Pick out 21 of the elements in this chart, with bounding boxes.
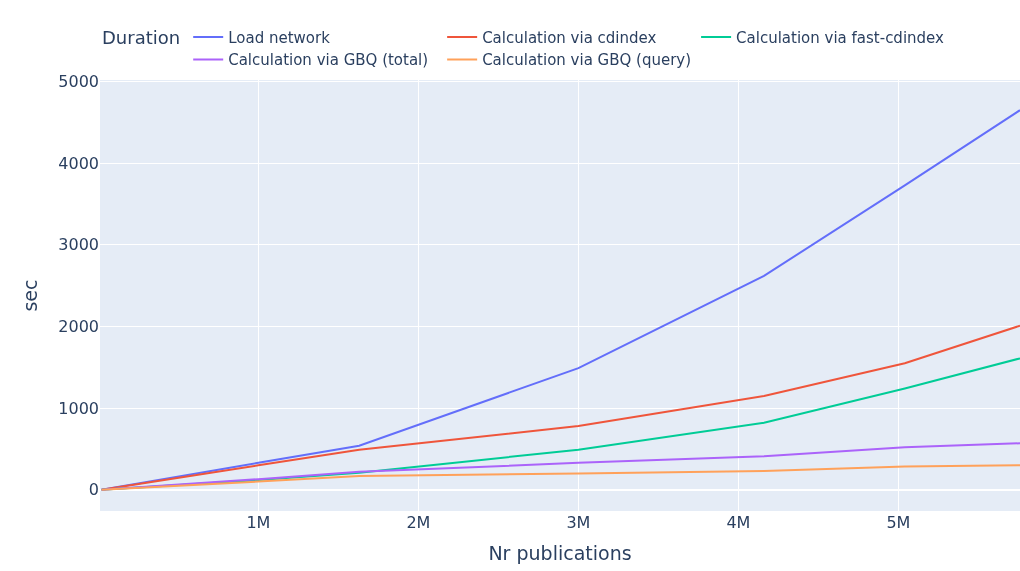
y-axis-title: sec (19, 279, 42, 312)
legend-label: Calculation via GBQ (query) (482, 51, 692, 70)
x-tick-label: 4M (726, 513, 751, 532)
y-tick-label: 5000 (58, 72, 99, 92)
legend-label: Load network (228, 28, 331, 47)
y-tick-label: 3000 (58, 235, 99, 255)
x-tick-label: 3M (566, 513, 591, 532)
x-tick-label: 2M (406, 513, 431, 532)
y-tick-label: 1000 (58, 398, 99, 418)
line-series (100, 464, 1020, 491)
line-series (100, 324, 1020, 491)
legend-label: Calculation via fast-cdindex (736, 28, 945, 47)
x-axis-title: Nr publications (488, 541, 632, 564)
legend-label: Calculation via cdindex (482, 28, 657, 47)
legend-title: Duration (102, 27, 181, 49)
y-tick-label: 4000 (58, 153, 99, 173)
x-tick-label: 5M (886, 513, 911, 532)
x-tick-label: 1M (246, 513, 271, 532)
legend-label: Calculation via GBQ (total) (228, 51, 429, 70)
y-tick-label: 2000 (58, 317, 99, 337)
y-tick-label: 0 (88, 480, 99, 500)
